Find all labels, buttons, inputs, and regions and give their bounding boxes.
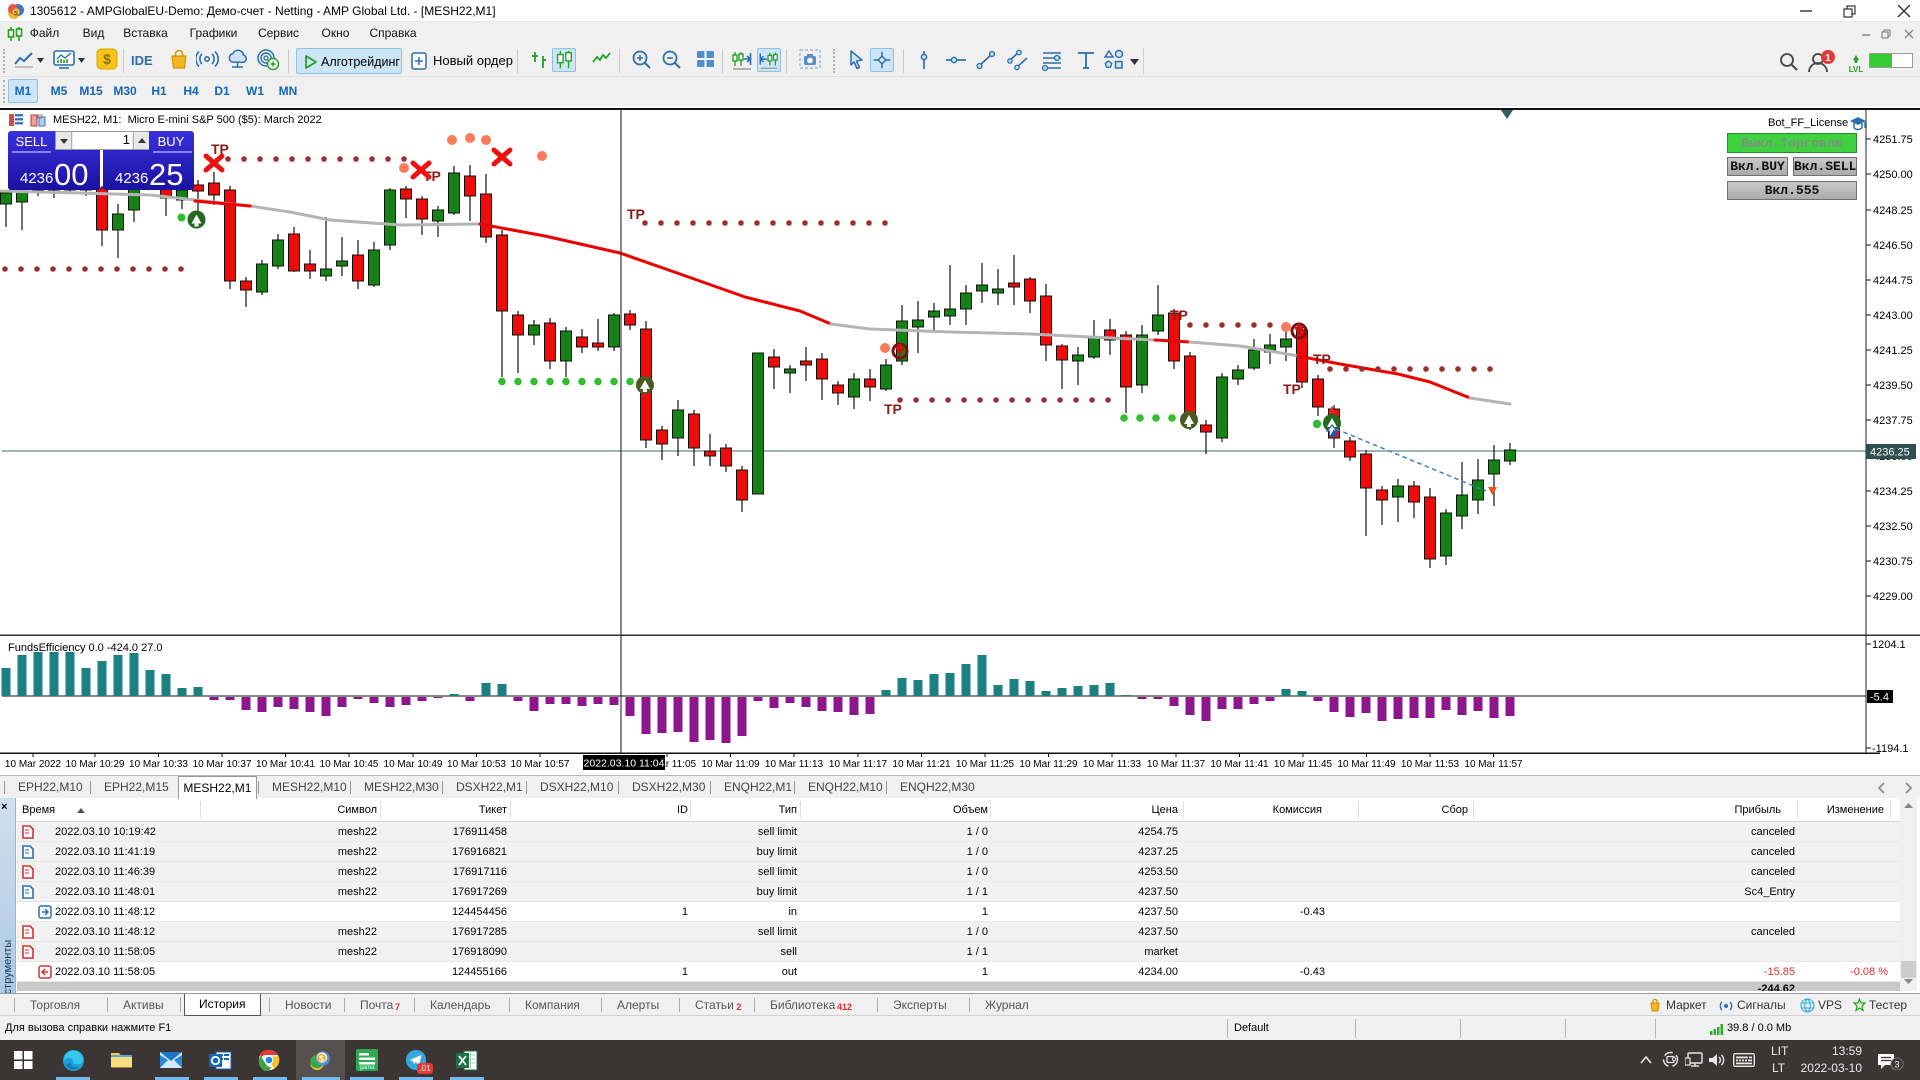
svg-text:1204.1: 1204.1 <box>1872 639 1906 651</box>
svg-text:10 Mar 11:57: 10 Mar 11:57 <box>1464 759 1523 770</box>
svg-text:4241.25: 4241.25 <box>1873 345 1913 357</box>
svg-text:-1194.1: -1194.1 <box>1872 743 1909 755</box>
svg-text:s: s <box>14 8 19 17</box>
svg-text:LVL: LVL <box>1849 65 1864 74</box>
svg-text:10 Mar 11:25: 10 Mar 11:25 <box>956 759 1015 770</box>
svg-text:10 Mar 10:41: 10 Mar 10:41 <box>256 759 315 770</box>
svg-text:4243.00: 4243.00 <box>1873 310 1913 322</box>
svg-text:4251.75: 4251.75 <box>1873 134 1913 146</box>
svg-text:4236.25: 4236.25 <box>1870 447 1910 459</box>
svg-text:4234.25: 4234.25 <box>1873 486 1913 498</box>
svg-text:10 Mar 10:29: 10 Mar 10:29 <box>66 759 125 770</box>
svg-text:10 Mar 10:45: 10 Mar 10:45 <box>320 759 379 770</box>
svg-text:10 Mar 11:13: 10 Mar 11:13 <box>765 759 824 770</box>
svg-text:10 Mar 2022: 10 Mar 2022 <box>5 759 62 770</box>
svg-text:FundsEfficiency 0.0 -424.0 27.: FundsEfficiency 0.0 -424.0 27.0 <box>8 642 163 654</box>
svg-text:10 Mar 10:49: 10 Mar 10:49 <box>384 759 443 770</box>
svg-text:10 Mar 11:17: 10 Mar 11:17 <box>829 759 888 770</box>
svg-text:TP: TP <box>1283 381 1301 397</box>
svg-text:4246.50: 4246.50 <box>1873 240 1913 252</box>
svg-text:10 Mar 11:09: 10 Mar 11:09 <box>701 759 760 770</box>
svg-text:10 Mar 11:49: 10 Mar 11:49 <box>1337 759 1396 770</box>
svg-text:$: $ <box>319 1053 324 1063</box>
svg-text:10 Mar 10:37: 10 Mar 10:37 <box>193 759 252 770</box>
svg-text:10 Mar 11:29: 10 Mar 11:29 <box>1019 759 1078 770</box>
svg-text:4239.50: 4239.50 <box>1873 380 1913 392</box>
svg-text:10 Mar 11:53: 10 Mar 11:53 <box>1401 759 1460 770</box>
svg-text:10 Mar 11:21: 10 Mar 11:21 <box>892 759 951 770</box>
svg-text:10 Mar 11:45: 10 Mar 11:45 <box>1274 759 1333 770</box>
svg-text:4237.75: 4237.75 <box>1873 415 1913 427</box>
svg-text:1: 1 <box>1825 53 1831 64</box>
svg-text:TP: TP <box>1313 351 1331 367</box>
svg-text:TP: TP <box>211 141 229 157</box>
svg-text:10 Mar 11:37: 10 Mar 11:37 <box>1147 759 1206 770</box>
svg-text:4232.50: 4232.50 <box>1873 521 1913 533</box>
svg-text:4230.75: 4230.75 <box>1873 556 1913 568</box>
svg-text:10 Mar 11:33: 10 Mar 11:33 <box>1083 759 1142 770</box>
svg-text:$: $ <box>103 51 111 67</box>
svg-text:10 Mar 11:05: 10 Mar 11:05 <box>638 759 697 770</box>
svg-text:4229.00: 4229.00 <box>1873 591 1913 603</box>
svg-text:3: 3 <box>1894 1060 1899 1070</box>
svg-text:4250.00: 4250.00 <box>1873 169 1913 181</box>
svg-text:TP: TP <box>423 168 441 184</box>
svg-text:4248.25: 4248.25 <box>1873 205 1913 217</box>
svg-text:2022.03.10 11:04: 2022.03.10 11:04 <box>584 758 665 770</box>
svg-text:10 Mar 10:53: 10 Mar 10:53 <box>447 759 506 770</box>
svg-text:10 Mar 10:33: 10 Mar 10:33 <box>129 759 188 770</box>
svg-text:TP: TP <box>884 401 902 417</box>
svg-text:10 Mar 11:41: 10 Mar 11:41 <box>1210 759 1269 770</box>
svg-text:TP: TP <box>627 206 645 222</box>
svg-text:gama: gama <box>359 1065 375 1071</box>
svg-text:-5.4: -5.4 <box>1870 692 1889 704</box>
svg-text:4244.75: 4244.75 <box>1873 275 1913 287</box>
svg-text:TP: TP <box>1170 307 1188 323</box>
svg-text:10 Mar 10:57: 10 Mar 10:57 <box>511 759 570 770</box>
